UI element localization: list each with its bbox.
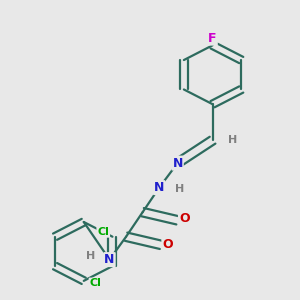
Text: H: H bbox=[228, 135, 237, 145]
Text: O: O bbox=[179, 212, 190, 225]
Text: Cl: Cl bbox=[97, 227, 109, 237]
Text: N: N bbox=[154, 181, 164, 194]
Text: F: F bbox=[208, 32, 217, 45]
Text: H: H bbox=[175, 184, 184, 194]
Text: H: H bbox=[86, 251, 96, 261]
Text: N: N bbox=[104, 253, 115, 266]
Text: Cl: Cl bbox=[90, 278, 101, 289]
Text: O: O bbox=[162, 238, 173, 251]
Text: N: N bbox=[172, 157, 183, 169]
